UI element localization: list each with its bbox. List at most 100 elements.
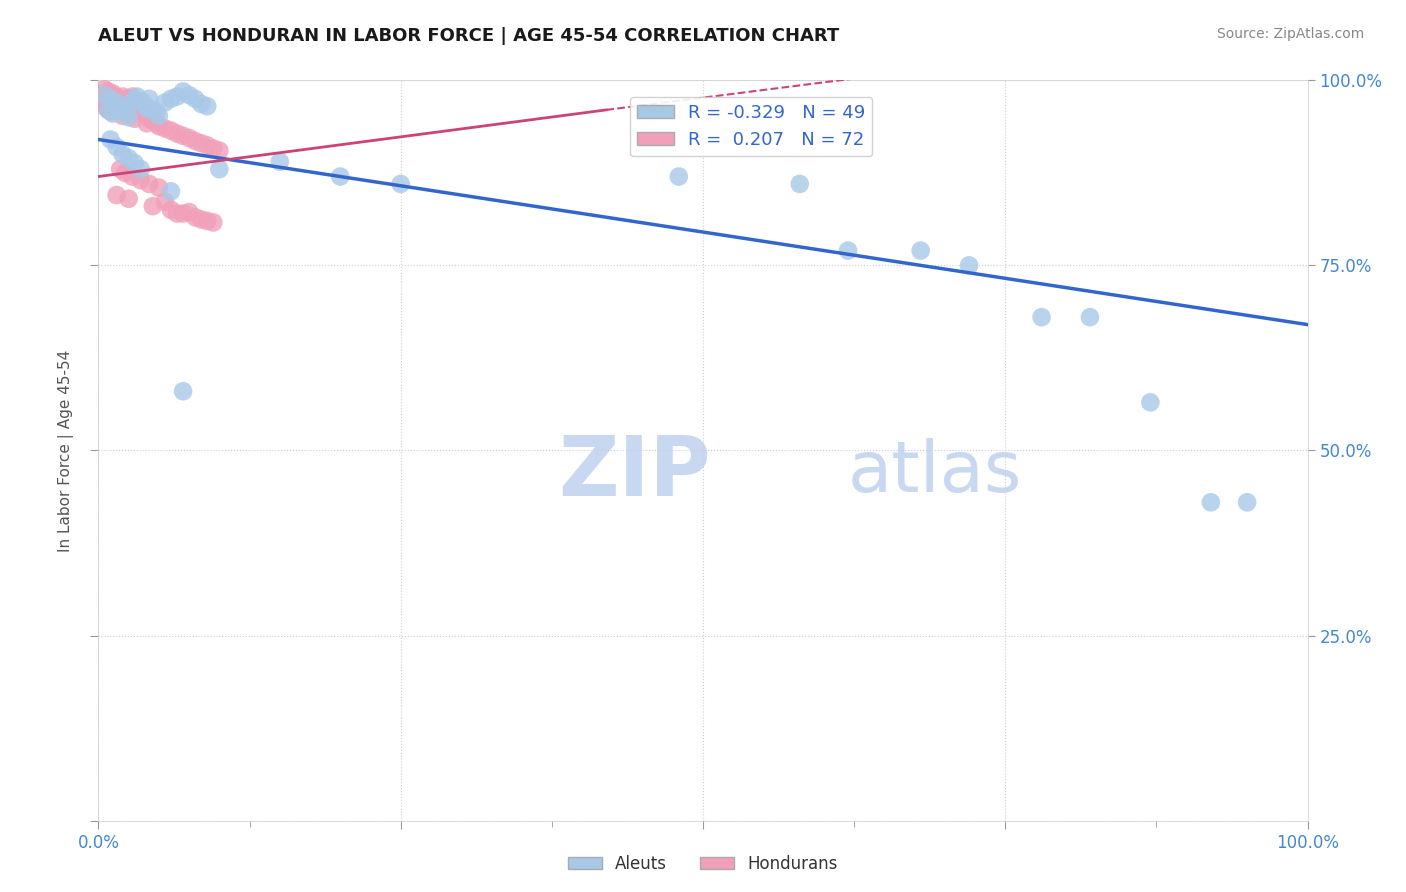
Point (108, 103, 131, 117)
Point (115, 104, 138, 119)
Point (127, 102, 149, 116)
Point (94, 99, 117, 113)
Point (1199, 495, 1222, 509)
Point (103, 99, 125, 113)
Point (166, 206, 188, 220)
Point (118, 95, 141, 110)
Point (121, 169, 143, 184)
Point (101, 106, 124, 120)
Point (93, 82, 115, 96)
Point (208, 162, 231, 177)
Point (202, 141, 225, 155)
Point (190, 212, 212, 227)
Text: ZIP: ZIP (558, 432, 710, 513)
Point (142, 114, 165, 128)
Point (111, 109, 134, 123)
Point (135, 102, 157, 116)
Point (153, 95, 176, 110)
Point (190, 97, 212, 112)
Point (101, 95, 124, 110)
Point (105, 95, 128, 110)
Point (100, 97, 122, 112)
Point (100, 132, 122, 146)
Point (1236, 495, 1258, 509)
Point (91, 92, 114, 106)
Point (160, 123, 183, 137)
Point (108, 162, 131, 177)
Point (134, 106, 156, 120)
Point (110, 99, 132, 113)
Point (93, 88, 115, 103)
Point (142, 199, 165, 213)
Point (1031, 310, 1053, 325)
Point (112, 94, 135, 108)
Point (190, 136, 212, 151)
Point (145, 116, 167, 130)
Point (160, 202, 183, 217)
Point (97, 103, 120, 117)
Point (138, 177, 160, 191)
Text: Source: ZipAtlas.com: Source: ZipAtlas.com (1216, 27, 1364, 41)
Point (100, 92, 122, 106)
Point (135, 116, 157, 130)
Point (179, 205, 201, 219)
Point (101, 87, 124, 101)
Point (179, 131, 201, 145)
Point (105, 140, 128, 154)
Point (120, 103, 142, 117)
Point (111, 99, 134, 113)
Point (118, 99, 141, 113)
Point (172, 84, 194, 98)
Y-axis label: In Labor Force | Age 45-54: In Labor Force | Age 45-54 (58, 350, 75, 551)
Point (329, 169, 352, 184)
Point (138, 112, 160, 126)
Point (1078, 310, 1101, 325)
Point (124, 97, 146, 112)
Point (108, 92, 131, 106)
Point (124, 156, 146, 170)
Point (208, 144, 231, 158)
Legend: R = -0.329   N = 49, R =  0.207   N = 72: R = -0.329 N = 49, R = 0.207 N = 72 (630, 96, 873, 156)
Point (117, 92, 139, 106)
Point (91, 95, 114, 110)
Point (105, 94, 128, 108)
Point (166, 89, 188, 103)
Point (105, 188, 128, 202)
Point (153, 194, 176, 209)
Point (957, 259, 980, 273)
Point (142, 103, 165, 117)
Point (118, 192, 141, 206)
Point (114, 104, 136, 119)
Point (104, 89, 127, 103)
Point (129, 173, 152, 187)
Point (179, 88, 201, 103)
Point (160, 92, 183, 106)
Legend: Aleuts, Hondurans: Aleuts, Hondurans (562, 848, 844, 880)
Point (118, 111, 141, 125)
Text: ALEUT VS HONDURAN IN LABOR FORCE | AGE 45-54 CORRELATION CHART: ALEUT VS HONDURAN IN LABOR FORCE | AGE 4… (98, 27, 839, 45)
Point (127, 89, 149, 103)
Point (148, 119, 170, 133)
Point (195, 99, 218, 113)
Point (122, 94, 145, 108)
Point (129, 162, 152, 177)
Point (111, 89, 134, 103)
Point (121, 89, 143, 103)
Point (108, 95, 131, 110)
Point (134, 97, 156, 112)
Point (118, 151, 141, 165)
Point (389, 177, 412, 191)
Point (269, 154, 291, 169)
Point (98, 94, 121, 108)
Point (135, 109, 157, 123)
Point (148, 180, 170, 194)
Point (129, 94, 152, 108)
Point (129, 104, 152, 119)
Point (114, 166, 136, 180)
Point (148, 109, 170, 123)
Point (184, 92, 207, 106)
Point (107, 97, 129, 112)
Point (100, 104, 122, 119)
Point (97, 84, 120, 98)
Point (195, 138, 218, 153)
